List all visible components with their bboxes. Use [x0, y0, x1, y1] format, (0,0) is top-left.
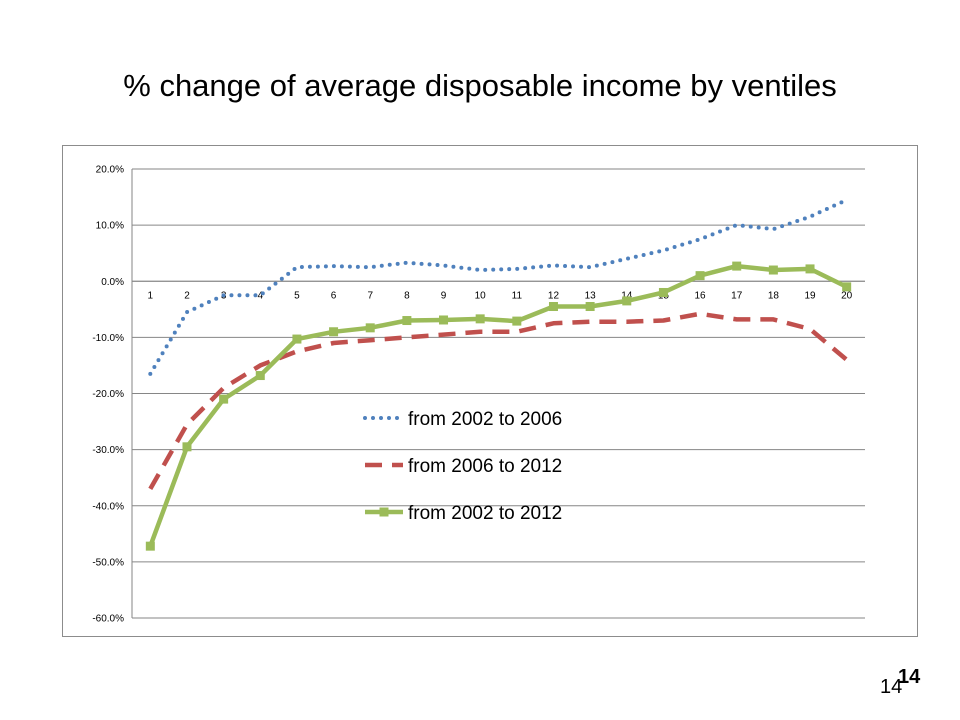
- legend-label-1: from 2002 to 2006: [408, 409, 562, 430]
- page-number-bold: 14: [898, 666, 921, 688]
- x-tick-label: 5: [294, 290, 300, 301]
- y-tick-label: -40.0%: [92, 501, 124, 512]
- x-tick-label: 6: [331, 290, 337, 301]
- data-point: [145, 541, 155, 551]
- x-tick-label: 12: [548, 290, 560, 301]
- data-point: [585, 302, 595, 312]
- x-tick-label: 17: [731, 290, 743, 301]
- data-point: [805, 264, 815, 274]
- x-tick-label: 4: [257, 290, 263, 301]
- data-point: [512, 316, 522, 326]
- y-tick-label: 20.0%: [96, 165, 124, 176]
- data-point: [402, 316, 412, 326]
- x-tick-label: 19: [804, 290, 816, 301]
- x-tick-label: 2: [184, 290, 190, 301]
- data-point: [182, 442, 192, 452]
- data-point: [475, 314, 485, 324]
- data-point: [842, 282, 852, 292]
- series-line-3: [148, 263, 848, 547]
- x-tick-label: 20: [841, 290, 853, 301]
- data-point: [695, 271, 705, 281]
- line-chart: 20.0% 10.0% 0.0% -10.0% -20.0% -30.0% -40.0% -5…: [92, 165, 865, 625]
- y-tick-label: 0.0%: [101, 277, 124, 288]
- y-tick-label: -20.0%: [92, 389, 124, 400]
- slide-title: % change of average disposable income by…: [123, 68, 837, 103]
- x-tick-label: 8: [404, 290, 410, 301]
- y-tick-label: -60.0%: [92, 614, 124, 625]
- x-tick-label: 18: [768, 290, 780, 301]
- data-point: [548, 302, 558, 312]
- legend-label-3: from 2002 to 2012: [408, 503, 562, 524]
- data-point: [439, 315, 449, 325]
- x-tick-label: 16: [695, 290, 707, 301]
- legend-label-2: from 2006 to 2012: [408, 456, 562, 477]
- data-point: [768, 265, 778, 275]
- data-point: [292, 334, 302, 344]
- data-point: [732, 261, 742, 271]
- x-tick-label: 13: [585, 290, 597, 301]
- x-tick-label: 9: [441, 290, 447, 301]
- series-line-1: [148, 197, 849, 376]
- data-point: [622, 296, 632, 306]
- x-tick-label: 10: [475, 290, 487, 301]
- x-tick-label: 14: [621, 290, 633, 301]
- x-tick-label: 7: [367, 290, 373, 301]
- x-tick-label: 11: [512, 290, 523, 301]
- legend-marker: [379, 507, 389, 517]
- series-line-2: [148, 311, 849, 491]
- data-point: [365, 323, 375, 333]
- page-number: 14: [880, 676, 903, 698]
- y-tick-label: -30.0%: [92, 445, 124, 456]
- data-point: [658, 287, 668, 297]
- chart-frame: 20.0% 10.0% 0.0% -10.0% -20.0% -30.0% -40.0% -5…: [62, 145, 918, 637]
- data-point: [329, 327, 339, 337]
- y-tick-label: 10.0%: [96, 221, 124, 232]
- data-point: [219, 394, 229, 404]
- data-point: [255, 371, 265, 381]
- y-tick-label: -10.0%: [92, 333, 124, 344]
- x-tick-label: 1: [148, 290, 154, 301]
- y-tick-label: -50.0%: [92, 557, 124, 568]
